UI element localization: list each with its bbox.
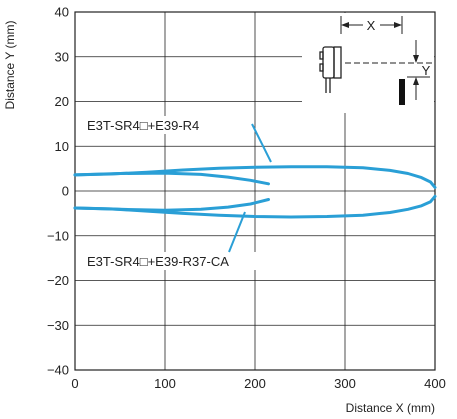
- y-axis-ticks: 40 30 20 10 0 −10 −20 −30 −40: [47, 5, 69, 378]
- y-tick-label: −10: [47, 228, 69, 243]
- y-tick-label: 40: [55, 5, 69, 20]
- x-axis-label: Distance X (mm): [346, 401, 435, 415]
- reflector-bar: [399, 79, 405, 105]
- y-tick-label: −30: [47, 318, 69, 333]
- annotation-label-e39-r37-ca: E3T-SR4□+E39-R37-CA: [87, 254, 229, 269]
- x-tick-label: 400: [424, 376, 446, 391]
- y-tick-label: 20: [55, 94, 69, 109]
- y-tick-label: −20: [47, 273, 69, 288]
- x-tick-label: 300: [334, 376, 356, 391]
- series-2-lower-curve: [73, 198, 270, 212]
- series-2-upper-curve: [73, 171, 270, 186]
- series-1-lower-curve: [73, 194, 437, 219]
- inset-y-label: Y: [422, 63, 431, 78]
- y-tick-label: 10: [55, 139, 69, 154]
- annotation-leader-b: [228, 211, 246, 253]
- y-tick-label: 30: [55, 49, 69, 64]
- dimension-arrowheads: [341, 22, 419, 85]
- x-tick-label: 100: [154, 376, 176, 391]
- x-tick-label: 0: [71, 376, 78, 391]
- y-tick-label: −40: [47, 363, 69, 378]
- y-tick-label: 0: [62, 184, 69, 199]
- annotation-a-background: [84, 116, 252, 134]
- inset-x-label: X: [367, 18, 376, 33]
- x-axis-ticks: 0 100 200 300 400: [71, 376, 445, 391]
- x-tick-label: 200: [244, 376, 266, 391]
- y-axis-label: Distance Y (mm): [3, 21, 17, 110]
- annotation-b-background: [84, 252, 280, 270]
- sensor-inset-diagram: X Y: [302, 13, 435, 113]
- series-layer: [73, 165, 437, 219]
- sensor-icon: [319, 46, 342, 93]
- annotation-label-e39-r4: E3T-SR4□+E39-R4: [87, 118, 199, 133]
- annotation-leader-a: [251, 123, 272, 163]
